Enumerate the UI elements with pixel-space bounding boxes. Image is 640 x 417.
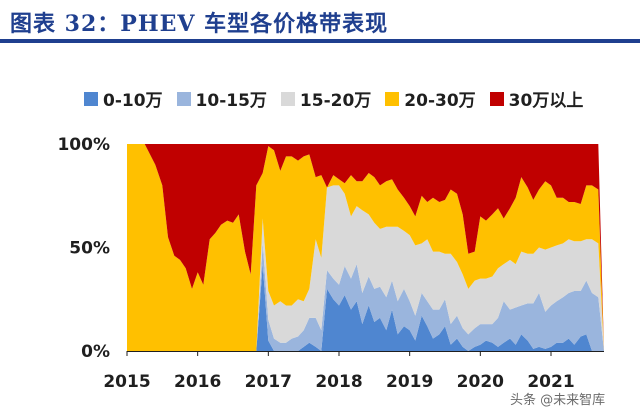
legend-label: 0-10万 xyxy=(103,91,163,111)
y-tick-label: 50% xyxy=(69,239,110,259)
y-tick-label: 100% xyxy=(57,135,110,155)
legend-item: 0-10万 xyxy=(84,86,163,111)
legend-swatch xyxy=(385,91,400,106)
axes-group: 2015 2016 2017 2018 2019 2020 2021 0% 50% 100% xyxy=(57,135,604,392)
area-series-3 xyxy=(127,185,604,351)
legend-swatch xyxy=(280,91,295,106)
area-series-group xyxy=(127,144,604,351)
legend-label: 20-30万 xyxy=(404,91,476,111)
x-tick-label: 2021 xyxy=(527,372,574,392)
legend-item: 20-30万 xyxy=(385,86,476,111)
x-tick-label: 2015 xyxy=(103,372,150,392)
legend-swatch xyxy=(489,91,504,106)
x-tick-label: 2017 xyxy=(245,372,292,392)
legend-item: 15-20万 xyxy=(280,86,372,111)
legend-label: 30万以上 xyxy=(508,91,584,111)
area-series-5 xyxy=(127,144,604,351)
legend-item: 10-15万 xyxy=(176,86,267,111)
x-tick-label: 2018 xyxy=(315,372,362,392)
area-series-1 xyxy=(127,264,604,351)
legend-swatch xyxy=(176,91,191,106)
legend-label: 10-15万 xyxy=(195,91,267,111)
x-tick-label: 2019 xyxy=(386,372,433,392)
y-tick-label: 0% xyxy=(81,342,110,362)
watermark: 头条 @未来智库 xyxy=(510,393,606,408)
chart-title: 图表 32：PHEV 车型各价格带表现 xyxy=(10,11,389,37)
legend-label: 15-20万 xyxy=(299,91,372,111)
legend-swatch xyxy=(84,91,98,106)
legend-item: 30万以上 xyxy=(489,86,584,111)
x-tick-label: 2016 xyxy=(174,372,221,392)
area-series-4 xyxy=(127,144,604,351)
legend: 0-10万 10-15万 15-20万 20-30万 30万以上 xyxy=(84,86,597,111)
x-tick-label: 2020 xyxy=(457,372,504,392)
title-divider xyxy=(0,39,640,43)
